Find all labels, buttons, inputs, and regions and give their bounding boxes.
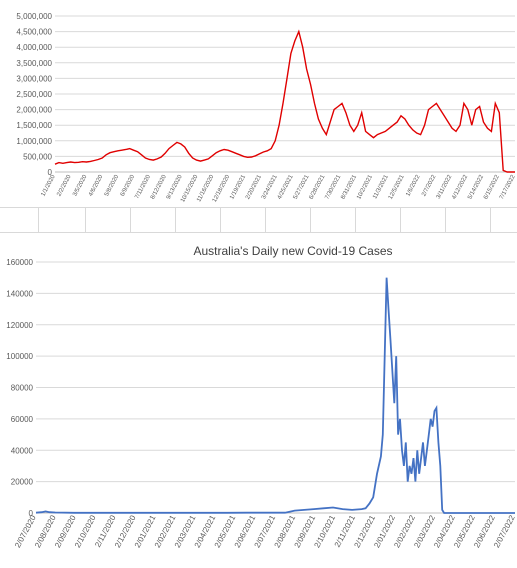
sheet-col-border-10 (445, 207, 446, 232)
sheet-col-border-1 (38, 207, 39, 232)
sheet-row-border-1 (0, 207, 517, 208)
sheet-row-border-2 (0, 232, 517, 233)
sheet-col-border-3 (130, 207, 131, 232)
top-y-tick-label: 3,500,000 (16, 59, 52, 68)
top-y-tick-label: 2,000,000 (16, 106, 52, 115)
bottom-y-tick-label: 60000 (11, 415, 34, 424)
top-x-tick-label: 6/9/2020 (120, 174, 137, 198)
top-x-tick-label: 7/11/2020 (134, 174, 152, 201)
bottom-y-tick-label: 140000 (6, 289, 33, 298)
sheet-col-border-2 (85, 207, 86, 232)
top-y-tick-label: 5,000,000 (16, 12, 52, 21)
bottom-y-tick-label: 80000 (11, 384, 34, 393)
top-x-tick-label: 3/11/2022 (436, 174, 454, 201)
top-x-tick-labels: 1/1/2020 2/2/2020 3/5/2020 4/6/2020 5/8/2020… (41, 174, 517, 203)
top-y-tick-labels: 0 500,000 1,000,000 1,500,000 2,000,000 2,500… (16, 12, 52, 177)
top-x-tick-label: 2/2/2020 (56, 174, 73, 198)
sheet-col-border-4 (175, 207, 176, 232)
bottom-y-tick-label: 100000 (6, 352, 33, 361)
top-x-tick-label: 3/5/2020 (72, 174, 89, 198)
bottom-y-gridlines (36, 261, 515, 514)
bottom-y-tick-label: 160000 (6, 258, 33, 267)
sheet-col-border-7 (310, 207, 311, 232)
bottom-y-tick-label: 0 (29, 509, 34, 518)
top-y-tick-label: 1,000,000 (16, 137, 52, 146)
top-y-tick-label: 1,500,000 (16, 121, 52, 130)
top-x-tick-label: 11/3/2021 (372, 174, 390, 201)
top-x-tick-label: 12/5/2021 (388, 174, 406, 201)
top-y-tick-label: 4,500,000 (16, 28, 52, 37)
sheet-col-border-8 (355, 207, 356, 232)
sheet-col-border-6 (265, 207, 266, 232)
top-y-tick-label: 2,500,000 (16, 90, 52, 99)
bottom-y-tick-label: 40000 (11, 446, 34, 455)
top-x-tick-label: 7/17/2022 (499, 174, 517, 201)
sheet-col-border-11 (490, 207, 491, 232)
bottom-chart: Australia's Daily new Covid-19 Cases 0 20… (6, 244, 517, 549)
sheet-col-border-5 (220, 207, 221, 232)
bottom-series-line (35, 277, 515, 514)
sheet-col-border-9 (400, 207, 401, 232)
bottom-y-tick-label: 120000 (6, 321, 33, 330)
top-x-tick-label: 1/1/2020 (41, 174, 58, 198)
top-y-tick-label: 0 (48, 168, 53, 177)
bottom-y-tick-label: 20000 (11, 478, 34, 487)
top-y-tick-label: 500,000 (23, 152, 52, 161)
top-x-tick-label: 1/6/2022 (405, 174, 422, 198)
top-y-tick-label: 3,000,000 (16, 74, 52, 83)
top-x-tick-label: 5/8/2020 (104, 174, 121, 198)
top-series-line (54, 29, 515, 173)
top-chart: 0 500,000 1,000,000 1,500,000 2,000,000 2,500… (16, 12, 517, 203)
top-y-tick-label: 4,000,000 (16, 43, 52, 52)
top-x-tick-label: 2/7/2022 (421, 174, 438, 198)
bottom-chart-title: Australia's Daily new Covid-19 Cases (193, 244, 392, 258)
bottom-y-tick-labels: 0 20000 40000 60000 80000 100000 120000 140000 1… (6, 258, 33, 518)
bottom-x-tick-labels: 2/07/20202/08/20202/09/20202/10/20202/11… (13, 513, 517, 549)
top-x-tick-label: 4/6/2020 (88, 174, 105, 198)
